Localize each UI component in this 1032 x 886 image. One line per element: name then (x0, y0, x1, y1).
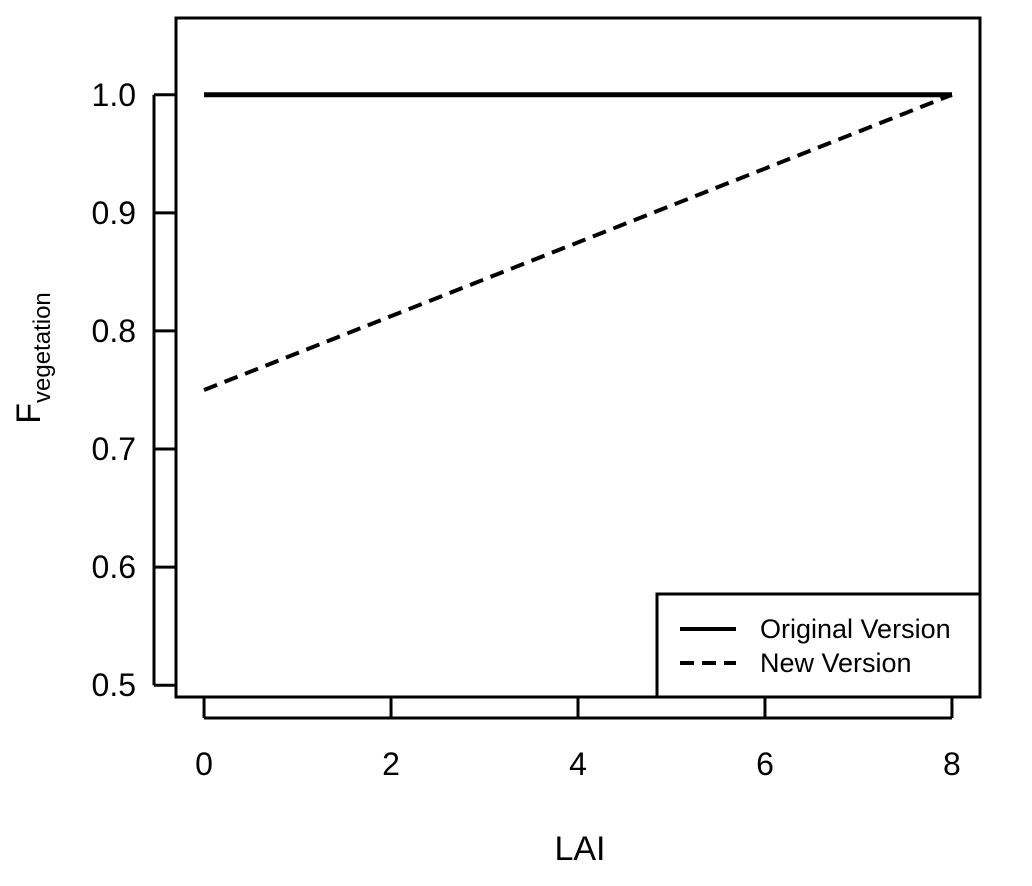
legend: Original Version New Version (655, 592, 982, 699)
x-tick-label: 2 (382, 746, 400, 782)
y-tick-label: 0.7 (92, 431, 136, 467)
y-tick-label: 0.9 (92, 195, 136, 231)
legend-label-new: New Version (760, 648, 912, 678)
series-layer (203, 92, 953, 392)
x-tick-label: 8 (943, 746, 961, 782)
y-axis-title-main: F (10, 403, 48, 424)
legend-label-original: Original Version (760, 614, 951, 644)
y-axis-title-sub: vegetation (29, 292, 56, 403)
legend-box (655, 592, 982, 699)
series-line-new (203, 92, 953, 392)
y-axis: 0.5 0.6 0.7 0.8 0.9 1.0 (92, 77, 175, 703)
y-axis-title: Fvegetation (10, 292, 56, 424)
x-axis: 0 2 4 6 8 (195, 697, 961, 782)
x-tick-label: 6 (756, 746, 774, 782)
y-tick-label: 0.6 (92, 549, 136, 585)
x-axis-title: LAI (554, 830, 605, 868)
y-tick-label: 0.8 (92, 313, 136, 349)
x-tick-label: 0 (195, 746, 213, 782)
y-tick-label: 0.5 (92, 667, 136, 703)
y-tick-label: 1.0 (92, 77, 136, 113)
x-tick-label: 4 (569, 746, 587, 782)
